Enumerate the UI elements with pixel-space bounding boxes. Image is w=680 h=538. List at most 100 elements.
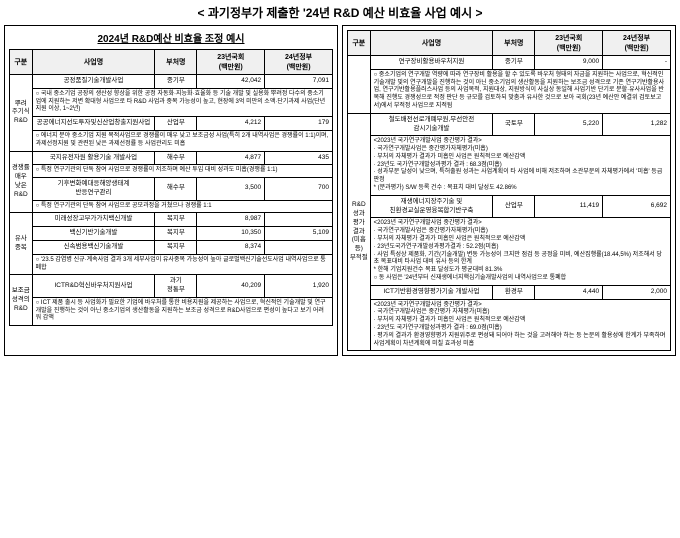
amount-2023: 40,209	[197, 275, 265, 298]
amount-2024: -	[603, 56, 671, 70]
table-row: 경쟁률 매우 낮은 R&D국지유전자원 활용기술 개발사업해수부4,877435	[10, 151, 333, 165]
dept-name: 환경부	[493, 285, 535, 299]
business-name: 백신기반기술개발	[32, 227, 155, 241]
amount-2024	[265, 240, 333, 254]
amount-2024: 2,000	[603, 285, 671, 299]
dept-name: 과기 정통부	[155, 275, 197, 298]
business-name: 신속범용백신기술개발	[32, 240, 155, 254]
desc-row: ○ 특정 연구기관의 단독 참여 사업으로 공모과정을 거쳤으나 경쟁률 1:1	[10, 200, 333, 213]
th-2023-r: 23년국회 (백만원)	[535, 31, 603, 56]
amount-2024: 179	[265, 117, 333, 131]
two-column-container: 2024년 R&D예산 비효율 조정 예시 구분 사업명 부처명 23년국회 (…	[4, 25, 676, 356]
desc-row: ○ 에너지 분야 중소기업 지원 목적사업으로 경쟁률이 매우 낮고 보조금성 …	[10, 130, 333, 151]
table-row: 기후변화예대응해양생태계 반응연구관리해수부3,500700	[10, 178, 333, 201]
table-row: 뿌려 주기식 R&D공정품질기술개발사업중기부42,0427,091	[10, 75, 333, 89]
desc-row: ○ '23.5 감염병 신규·계속사업 결과 3개 세부사업이 유사중복 가능성…	[10, 254, 333, 275]
amount-2023: 5,220	[535, 113, 603, 136]
th-category-r: 구분	[348, 31, 371, 56]
table-row: ICT기반환경영향평가기술 개발사업환경부4,4402,000	[348, 285, 671, 299]
dept-name: 복지부	[155, 240, 197, 254]
right-table: 구분 사업명 부처명 23년국회 (백만원) 24년정부 (백만원) 연구장비활…	[347, 30, 671, 351]
dept-name: 국토부	[493, 113, 535, 136]
desc-row: <2023년 국가연구개발사업 중간평가 결과> · 국가연구개발사업은 중간평…	[348, 299, 671, 351]
table-row: 보조금 성격의 R&DICTR&D혁신바우처지원사업과기 정통부40,2091,…	[10, 275, 333, 298]
dept-name: 중기부	[493, 56, 535, 70]
amount-2023: 11,419	[535, 195, 603, 218]
dept-name: 복지부	[155, 227, 197, 241]
category-cell: 경쟁률 매우 낮은 R&D	[10, 151, 33, 213]
desc-cell: <2023년 국가연구개발사업 중간평가 결과> · 국가연구개발사업은 중간평…	[370, 136, 670, 196]
desc-cell: <2023년 국가연구개발사업 중간평가 결과> · 국가연구개발사업은 중간평…	[370, 218, 670, 285]
amount-2024: 700	[265, 178, 333, 201]
amount-2024: 1,282	[603, 113, 671, 136]
th-2024: 24년정부 (백만원)	[265, 50, 333, 75]
amount-2024	[265, 213, 333, 227]
desc-cell: <2023년 국가연구개발사업 중간평가 결과> · 국가연구개발사업은 중간평…	[370, 299, 670, 351]
desc-row: ○ 중소기업의 연구개발 역량에 따라 연구장비 활용을 할 수 있도록 바우처…	[348, 69, 671, 113]
business-name: 공정품질기술개발사업	[32, 75, 155, 89]
business-name: 국지유전자원 활용기술 개발사업	[32, 151, 155, 165]
business-name: 철도배전선로개폐부원,무선안전 감시기술개발	[370, 113, 493, 136]
amount-2023: 4,877	[197, 151, 265, 165]
desc-cell: ○ 국내 중소기업 공장의 생산성 향상을 위한 공정 자동화·지능화·효율화 …	[32, 88, 332, 116]
desc-cell: ○ 특정 연구기관의 단독 참여 사업으로 경쟁률이 저조하며 예산 투입 대비…	[32, 165, 332, 178]
left-table: 구분 사업명 부처명 23년국회 (백만원) 24년정부 (백만원) 뿌려 주기…	[9, 49, 333, 326]
th-2023: 23년국회 (백만원)	[197, 50, 265, 75]
amount-2024: 435	[265, 151, 333, 165]
amount-2024: 7,091	[265, 75, 333, 89]
business-name: 기후변화예대응해양생태계 반응연구관리	[32, 178, 155, 201]
desc-cell: ○ 특정 연구기관의 단독 참여 사업으로 공모과정을 거쳤으나 경쟁률 1:1	[32, 200, 332, 213]
amount-2023: 4,212	[197, 117, 265, 131]
left-panel: 2024년 R&D예산 비효율 조정 예시 구분 사업명 부처명 23년국회 (…	[4, 25, 338, 356]
th-business-r: 사업명	[370, 31, 493, 56]
amount-2023: 3,500	[197, 178, 265, 201]
category-cell	[348, 56, 371, 114]
amount-2023: 8,374	[197, 240, 265, 254]
table-row: 재생에너지장주기술 및 친환경교실운영융복합기반구축산업부11,4196,692	[348, 195, 671, 218]
amount-2023: 10,350	[197, 227, 265, 241]
right-panel: 구분 사업명 부처명 23년국회 (백만원) 24년정부 (백만원) 연구장비활…	[342, 25, 676, 356]
amount-2023: 9,000	[535, 56, 603, 70]
desc-cell: ○ 중소기업의 연구개발 역량에 따라 연구장비 활용을 할 수 있도록 바우처…	[370, 69, 670, 113]
category-cell: 보조금 성격의 R&D	[10, 275, 33, 326]
dept-name: 복지부	[155, 213, 197, 227]
page-title: < 과기정부가 제출한 '24년 R&D 예산 비효율 사업 예시 >	[4, 4, 676, 21]
desc-row: <2023년 국가연구개발사업 중간평가 결과> · 국가연구개발사업은 중간평…	[348, 218, 671, 285]
category-cell: 뿌려 주기식 R&D	[10, 75, 33, 152]
desc-row: <2023년 국가연구개발사업 중간평가 결과> · 국가연구개발사업은 중간평…	[348, 136, 671, 196]
table-row: 신속범용백신기술개발복지부8,374	[10, 240, 333, 254]
dept-name: 산업부	[493, 195, 535, 218]
category-cell: 유사 중복	[10, 213, 33, 275]
amount-2023: 4,440	[535, 285, 603, 299]
desc-row: ○ 특정 연구기관의 단독 참여 사업으로 경쟁률이 저조하며 예산 투입 대비…	[10, 165, 333, 178]
category-cell: R&D 성과 평가 결과 (미흡 등) 부적절	[348, 113, 371, 351]
th-category: 구분	[10, 50, 33, 75]
business-name: ICTR&D혁신바우처지원사업	[32, 275, 155, 298]
business-name: 재생에너지장주기술 및 친환경교실운영융복합기반구축	[370, 195, 493, 218]
dept-name: 해수부	[155, 178, 197, 201]
desc-cell: ○ ICT 제품 출시 등 사업화가 필요한 기업에 바우처를 통한 비용지원을…	[32, 297, 332, 325]
th-2024-r: 24년정부 (백만원)	[603, 31, 671, 56]
table-row: 유사 중복미래성장고부가가치백신개발복지부8,987	[10, 213, 333, 227]
business-name: ICT기반환경영향평가기술 개발사업	[370, 285, 493, 299]
dept-name: 산업부	[155, 117, 197, 131]
amount-2023: 8,987	[197, 213, 265, 227]
dept-name: 중기부	[155, 75, 197, 89]
desc-row: ○ 국내 중소기업 공장의 생산성 향상을 위한 공정 자동화·지능화·효율화 …	[10, 88, 333, 116]
th-dept-r: 부처명	[493, 31, 535, 56]
th-business: 사업명	[32, 50, 155, 75]
amount-2023: 42,042	[197, 75, 265, 89]
business-name: 연구장비활용바우처지원	[370, 56, 493, 70]
desc-cell: ○ '23.5 감염병 신규·계속사업 결과 3개 세부사업이 유사중복 가능성…	[32, 254, 332, 275]
table-row: 백신기반기술개발복지부10,3505,109	[10, 227, 333, 241]
desc-cell: ○ 에너지 분야 중소기업 지원 목적사업으로 경쟁률이 매우 낮고 보조금성 …	[32, 130, 332, 151]
table-row: R&D 성과 평가 결과 (미흡 등) 부적절철도배전선로개폐부원,무선안전 감…	[348, 113, 671, 136]
table-row: 연구장비활용바우처지원중기부9,000-	[348, 56, 671, 70]
dept-name: 해수부	[155, 151, 197, 165]
amount-2024: 6,692	[603, 195, 671, 218]
business-name: 공공에너지선도투자및신산업창출지원사업	[32, 117, 155, 131]
business-name: 미래성장고부가가치백신개발	[32, 213, 155, 227]
amount-2024: 5,109	[265, 227, 333, 241]
th-dept: 부처명	[155, 50, 197, 75]
left-sub-title: 2024년 R&D예산 비효율 조정 예시	[9, 30, 333, 45]
